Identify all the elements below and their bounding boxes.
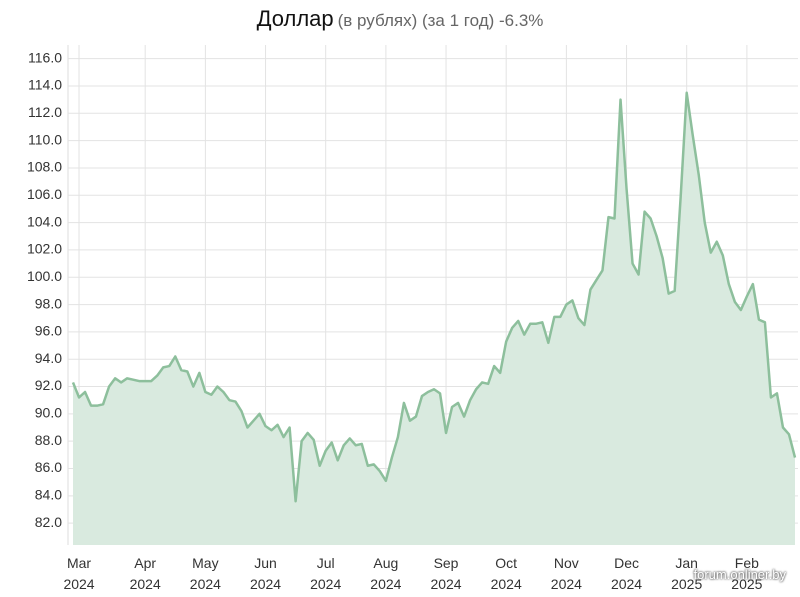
y-tick-label: 108.0 — [27, 159, 62, 175]
y-tick-label: 112.0 — [28, 104, 62, 120]
y-tick-label: 94.0 — [35, 350, 62, 366]
x-tick-label: Oct 2024 — [490, 555, 522, 592]
watermark: forum.onliner.by — [693, 567, 787, 582]
y-tick-label: 96.0 — [35, 323, 62, 339]
area — [73, 92, 795, 545]
x-tick-label: Jun 2024 — [249, 555, 282, 592]
y-tick-label: 82.0 — [35, 514, 62, 530]
title-block: Доллар (в рублях) (за 1 год) -6.3% — [0, 6, 800, 32]
y-tick-label: 116.0 — [28, 49, 62, 65]
line — [71, 91, 797, 503]
y-tick-label: 104.0 — [27, 213, 62, 229]
y-tick-label: 86.0 — [35, 459, 62, 475]
x-tick-label: Feb 2025 — [731, 555, 763, 592]
x-tick-label: Dec 2024 — [610, 555, 643, 592]
x-tick-label: Jul 2024 — [310, 555, 342, 592]
x-tick-label: Mar 2024 — [63, 555, 95, 592]
y-tick-label: 114.0 — [28, 77, 62, 93]
x-tick-label: Apr 2024 — [129, 555, 161, 592]
y-tick-label: 90.0 — [35, 405, 62, 421]
y-tick-label: 88.0 — [35, 432, 62, 448]
chart-title: Доллар — [256, 6, 334, 31]
x-tick-label: May 2024 — [189, 555, 221, 592]
chart-subtitle: (в рублях) (за 1 год) -6.3% — [337, 11, 544, 30]
y-tick-label: 110.0 — [28, 131, 62, 147]
y-tick-label: 84.0 — [35, 487, 62, 503]
y-tick-label: 98.0 — [35, 295, 62, 311]
y-tick-label: 92.0 — [35, 377, 62, 393]
y-tick-label: 106.0 — [27, 186, 62, 202]
x-tick-label: Aug 2024 — [370, 555, 402, 592]
x-tick-label: Nov 2024 — [550, 555, 582, 592]
y-tick-label: 100.0 — [27, 268, 62, 284]
x-tick-label: Jan 2025 — [671, 555, 703, 592]
y-tick-label: 102.0 — [27, 241, 62, 257]
x-tick-label: Sep 2024 — [430, 555, 462, 592]
